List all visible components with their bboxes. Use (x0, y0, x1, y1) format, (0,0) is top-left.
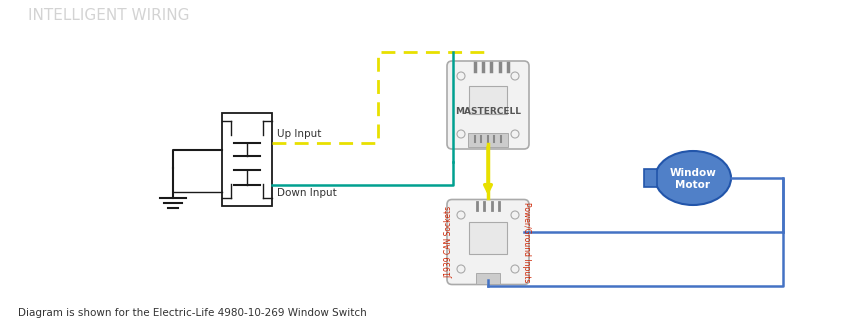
Text: Down Input: Down Input (277, 188, 337, 198)
FancyBboxPatch shape (468, 133, 507, 147)
FancyBboxPatch shape (446, 199, 528, 284)
Circle shape (457, 265, 464, 273)
Text: Motor: Motor (674, 180, 710, 190)
Ellipse shape (654, 151, 730, 205)
Text: Power/Ground Inputs: Power/Ground Inputs (522, 202, 531, 282)
Circle shape (457, 211, 464, 219)
Text: Window: Window (668, 168, 716, 178)
FancyBboxPatch shape (468, 222, 506, 254)
Circle shape (457, 72, 464, 80)
Text: MASTERCELL: MASTERCELL (454, 107, 521, 116)
Circle shape (511, 211, 518, 219)
Circle shape (457, 130, 464, 138)
FancyBboxPatch shape (475, 273, 500, 283)
Text: INTELLIGENT WIRING: INTELLIGENT WIRING (28, 8, 189, 23)
Circle shape (511, 265, 518, 273)
Text: J1939 CAN Sockets: J1939 CAN Sockets (444, 206, 453, 278)
Circle shape (511, 72, 518, 80)
FancyBboxPatch shape (468, 86, 506, 114)
FancyBboxPatch shape (643, 169, 657, 187)
Text: Diagram is shown for the Electric-Life 4980-10-269 Window Switch: Diagram is shown for the Electric-Life 4… (18, 308, 366, 318)
FancyBboxPatch shape (446, 61, 528, 149)
Circle shape (511, 130, 518, 138)
Text: Up Input: Up Input (277, 129, 321, 139)
